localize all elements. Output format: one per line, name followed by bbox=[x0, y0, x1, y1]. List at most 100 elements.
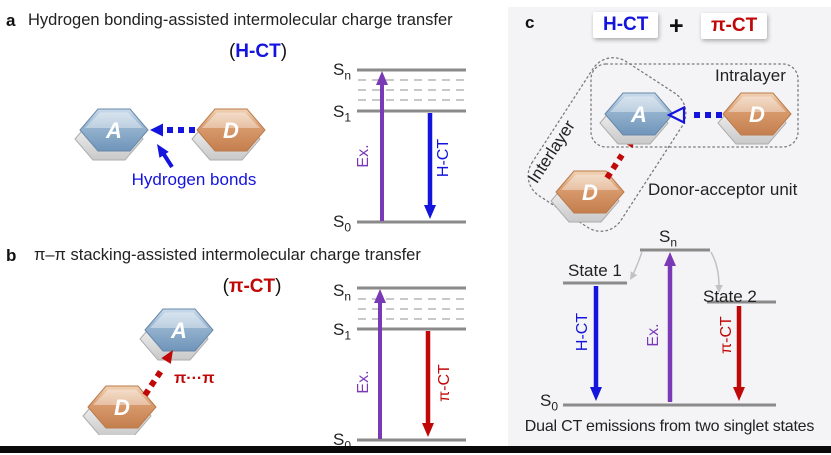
hct-subtitle-text: H-CT bbox=[235, 41, 281, 62]
panel-b-energy-diagram bbox=[357, 286, 466, 442]
panel-a-subtitle: (H-CT) bbox=[178, 41, 338, 63]
intralayer-open-arrowhead bbox=[666, 105, 686, 125]
donor-intralayer-hexagon: D bbox=[717, 92, 792, 145]
panel-c-molecule-drawing: D A D bbox=[527, 57, 799, 232]
s0-label: S0 bbox=[333, 430, 351, 452]
sn-level-line bbox=[640, 248, 710, 252]
hexagon-highlight bbox=[85, 112, 143, 128]
hct-badge: H-CT bbox=[593, 12, 659, 38]
hydrogen-bonds-label: Hydrogen bonds bbox=[131, 170, 257, 189]
pi-stacking-dashed-arrow bbox=[142, 369, 164, 397]
hexagon-highlight bbox=[202, 112, 260, 128]
hexagon-face bbox=[196, 108, 266, 152]
donor-letter: D bbox=[114, 395, 130, 420]
excitation-arrowhead bbox=[376, 71, 388, 85]
sn-label: Sn bbox=[333, 281, 352, 304]
state2-level-line bbox=[707, 300, 776, 304]
pct-subtitle-text: π-CT bbox=[228, 276, 276, 297]
panel-a-molecule-drawing: A D bbox=[74, 108, 266, 169]
donor-interlayer-hexagon: D bbox=[550, 170, 625, 223]
panel-a-energy-diagram bbox=[357, 68, 466, 224]
donor-hexagon: D bbox=[82, 385, 157, 435]
hexagon-highlight bbox=[610, 96, 668, 112]
acceptor-hexagon: A bbox=[74, 108, 149, 161]
s0-level-line bbox=[357, 438, 466, 442]
hexagon-highlight bbox=[150, 312, 208, 328]
s0-label: S0 bbox=[333, 212, 352, 235]
hexagon-highlight bbox=[561, 174, 619, 190]
sn-level-line bbox=[357, 68, 466, 72]
state2-label: State 2 bbox=[703, 287, 757, 306]
panel-c-caption: Dual CT emissions from two singlet state… bbox=[524, 418, 815, 435]
acceptor-hexagon: A bbox=[139, 308, 214, 361]
pct-badge: π-CT bbox=[701, 13, 768, 39]
excitation-label: Ex. bbox=[645, 323, 662, 347]
state1-level-line bbox=[563, 281, 627, 285]
acceptor-letter: A bbox=[630, 102, 647, 127]
hct-emission-arrowhead bbox=[590, 387, 602, 401]
donor-letter: D bbox=[223, 118, 239, 143]
acceptor-letter: A bbox=[170, 318, 187, 343]
excitation-label: Ex. bbox=[355, 144, 372, 168]
pct-emission-arrowhead bbox=[733, 387, 745, 401]
s1-label: S1 bbox=[333, 102, 352, 125]
sn-label: Sn bbox=[333, 60, 352, 83]
hexagon-face bbox=[79, 108, 149, 152]
pct-emission-label: π-CT bbox=[718, 316, 735, 354]
intralayer-label: Intralayer bbox=[715, 66, 786, 85]
s0-label: S0 bbox=[540, 391, 559, 414]
intralayer-dotted-outline bbox=[590, 63, 799, 148]
s0-level-line bbox=[563, 403, 776, 407]
interlayer-dashed-arrow bbox=[604, 153, 625, 180]
state1-label: State 1 bbox=[568, 261, 622, 280]
hexagon-face bbox=[722, 92, 792, 136]
pi-stacking-arrowhead bbox=[161, 350, 173, 364]
panel-b-tag: b bbox=[6, 246, 17, 265]
plus-sign: + bbox=[669, 12, 684, 40]
s1-label: S1 bbox=[333, 320, 352, 343]
sn-level-line bbox=[357, 286, 466, 290]
pi-pi-label: π···π bbox=[174, 370, 215, 387]
donor-hexagon: D bbox=[191, 108, 266, 161]
excitation-arrowhead bbox=[374, 289, 386, 303]
s1-level-line bbox=[357, 327, 466, 331]
paren-close: ) bbox=[275, 276, 282, 297]
acceptor-hexagon: A bbox=[599, 92, 674, 145]
hexagon-highlight bbox=[93, 389, 151, 405]
paren-close: ) bbox=[280, 41, 288, 62]
panel-a-tag: a bbox=[6, 11, 16, 30]
s0-level-line bbox=[357, 220, 466, 224]
panel-c-energy-diagram bbox=[563, 248, 776, 407]
acceptor-letter: A bbox=[105, 118, 122, 143]
panel-a-title: Hydrogen bonding-assisted intermolecular… bbox=[28, 11, 453, 29]
paren-open: ( bbox=[228, 41, 236, 62]
hexagon-face bbox=[555, 170, 625, 214]
hexagon-face bbox=[144, 308, 214, 352]
panel-b-title: π–π stacking-assisted intermolecular cha… bbox=[34, 246, 421, 264]
pct-emission-label: π-CT bbox=[436, 364, 453, 402]
hct-emission-label: H-CT bbox=[435, 138, 452, 178]
hexagon-highlight bbox=[728, 96, 786, 112]
excitation-arrowhead bbox=[664, 252, 676, 266]
donor-acceptor-unit-label: Donor-acceptor unit bbox=[648, 180, 798, 199]
pct-emission-arrowhead bbox=[422, 423, 434, 437]
s1-level-line bbox=[357, 109, 466, 113]
relaxation-connector-right-arrowhead bbox=[715, 285, 723, 293]
excitation-label: Ex. bbox=[355, 370, 372, 394]
paren-open: ( bbox=[222, 276, 229, 297]
hydrogen-bond-arrowhead bbox=[150, 123, 163, 137]
hct-emission-arrowhead bbox=[424, 205, 436, 219]
hexagon-face bbox=[87, 385, 157, 429]
hct-emission-label: H-CT bbox=[574, 312, 591, 352]
relaxation-connector-left bbox=[631, 251, 643, 277]
sn-label: Sn bbox=[659, 227, 678, 250]
panel-b-molecule-drawing: A D bbox=[82, 308, 214, 435]
donor-letter: D bbox=[749, 102, 765, 127]
bond-pointer-arrowhead bbox=[157, 144, 169, 158]
relaxation-connector-right bbox=[710, 251, 720, 287]
relaxation-connector-left-arrowhead bbox=[630, 271, 638, 280]
panel-b-subtitle: (π-CT) bbox=[172, 276, 332, 298]
bond-pointer-arrow bbox=[161, 151, 174, 169]
figure-bottom-rule bbox=[0, 446, 831, 453]
